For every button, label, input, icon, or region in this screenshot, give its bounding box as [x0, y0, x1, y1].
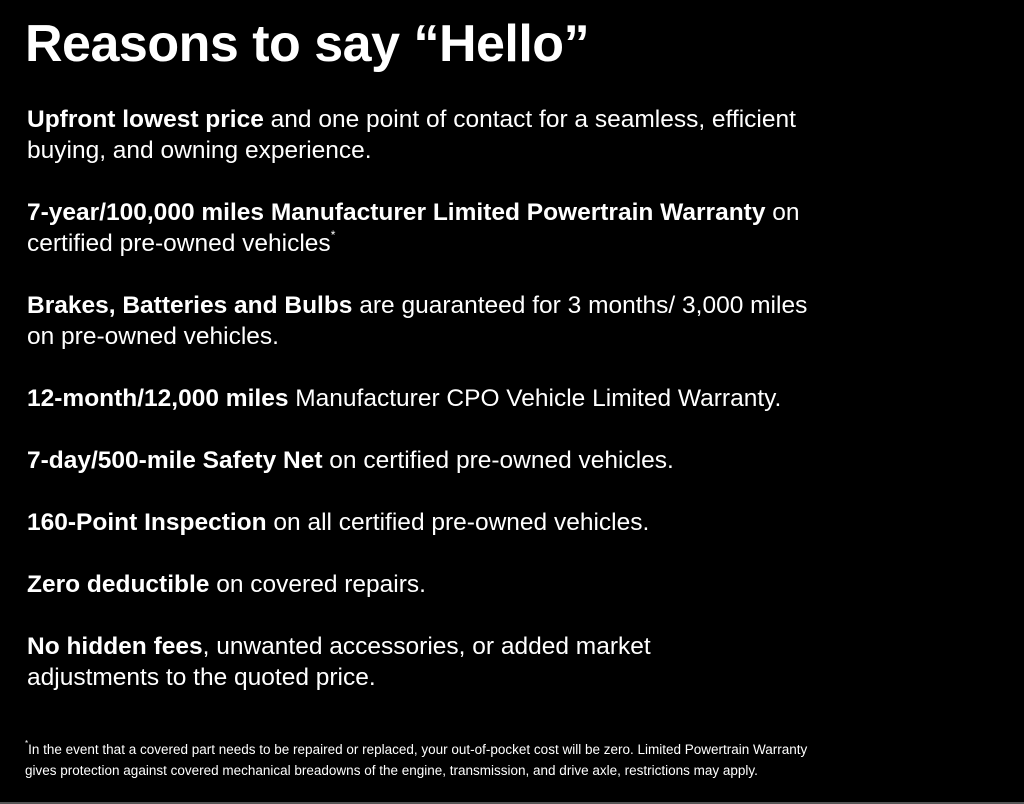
footnote: *In the event that a covered part needs … — [25, 739, 807, 781]
list-item: 7-day/500-mile Safety Net on certified p… — [27, 445, 1017, 476]
list-item: Upfront lowest price and one point of co… — [27, 104, 1017, 166]
page-title: Reasons to say “Hello” — [25, 15, 590, 73]
item-text: on pre-owned vehicles. — [27, 323, 279, 350]
item-highlight: Upfront lowest price — [27, 106, 264, 133]
item-highlight: 7-year/100,000 miles Manufacturer Limite… — [27, 199, 766, 226]
footnote-text: gives protection against covered mechani… — [25, 763, 758, 778]
item-highlight: No hidden fees — [27, 633, 203, 660]
list-item: 12-month/12,000 miles Manufacturer CPO V… — [27, 383, 1017, 414]
item-text: on certified pre-owned vehicles. — [322, 447, 674, 474]
footnote-marker: * — [25, 739, 29, 748]
item-highlight: Brakes, Batteries and Bulbs — [27, 292, 353, 319]
item-text: buying, and owning experience. — [27, 137, 372, 164]
item-highlight: 7-day/500-mile Safety Net — [27, 447, 323, 474]
reasons-list: Upfront lowest price and one point of co… — [27, 104, 1017, 724]
item-text: adjustments to the quoted price. — [27, 664, 376, 691]
item-text: , unwanted accessories, or added market — [202, 633, 651, 660]
footnote-text: In the event that a covered part needs t… — [28, 742, 808, 757]
item-highlight: 160-Point Inspection — [27, 509, 267, 536]
list-item: No hidden fees, unwanted accessories, or… — [27, 631, 1017, 693]
item-text: on covered repairs. — [209, 571, 426, 598]
item-text: certified pre-owned vehicles — [27, 230, 331, 257]
bottom-border — [0, 802, 1024, 804]
item-text: and one point of contact for a seamless,… — [263, 106, 796, 133]
item-highlight: 12-month/12,000 miles — [27, 385, 289, 412]
item-text: Manufacturer CPO Vehicle Limited Warrant… — [288, 385, 782, 412]
item-text: on — [765, 199, 800, 226]
footnote-marker: * — [330, 228, 336, 242]
item-text: on all certified pre-owned vehicles. — [266, 509, 650, 536]
list-item: Zero deductible on covered repairs. — [27, 569, 1017, 600]
item-highlight: Zero deductible — [27, 571, 210, 598]
list-item: 7-year/100,000 miles Manufacturer Limite… — [27, 197, 1017, 259]
list-item: Brakes, Batteries and Bulbs are guarante… — [27, 290, 1017, 352]
item-text: are guaranteed for 3 months/ 3,000 miles — [352, 292, 808, 319]
list-item: 160-Point Inspection on all certified pr… — [27, 507, 1017, 538]
